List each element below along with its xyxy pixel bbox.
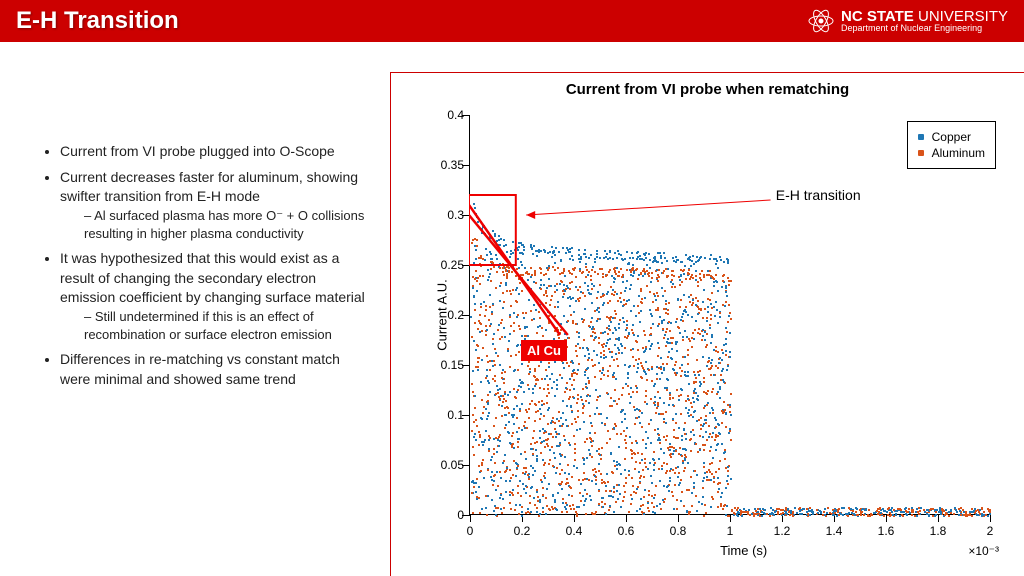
bullet-item: It was hypothesized that this would exis… [60, 249, 370, 344]
legend: Copper Aluminum [907, 121, 996, 169]
x-axis-multiplier: ×10⁻³ [968, 544, 999, 558]
plot-area: Current A.U. Time (s) ×10⁻³ 00.050.10.15… [469, 115, 989, 515]
chart-title: Current from VI probe when rematching [391, 81, 1024, 98]
bullet-subitem: Still undetermined if this is an effect … [84, 308, 370, 344]
legend-label: Aluminum [932, 146, 985, 160]
slide-title: E-H Transition [16, 7, 179, 35]
legend-item: Copper [918, 130, 985, 144]
logo: NC STATE UNIVERSITY Department of Nuclea… [807, 7, 1008, 35]
bullet-item: Current decreases faster for aluminum, s… [60, 168, 370, 244]
series-label-box: Al Cu [521, 340, 567, 361]
x-axis-label: Time (s) [720, 543, 767, 558]
bullet-item: Current from VI probe plugged into O-Sco… [60, 142, 370, 162]
legend-item: Aluminum [918, 146, 985, 160]
legend-label: Copper [932, 130, 971, 144]
header-bar: E-H Transition NC STATE UNIVERSITY Depar… [0, 0, 1024, 42]
chart-panel: Current from VI probe when rematching Cu… [390, 72, 1024, 576]
bullet-item: Differences in re-matching vs constant m… [60, 350, 370, 389]
logo-sub: Department of Nuclear Engineering [841, 24, 982, 33]
bullet-panel: Current from VI probe plugged into O-Sco… [0, 42, 390, 576]
annotation-label: E-H transition [776, 187, 861, 203]
atom-icon [807, 7, 835, 35]
logo-main: NC STATE UNIVERSITY [841, 9, 1008, 24]
bullet-subitem: Al surfaced plasma has more O⁻ + O colli… [84, 207, 370, 243]
